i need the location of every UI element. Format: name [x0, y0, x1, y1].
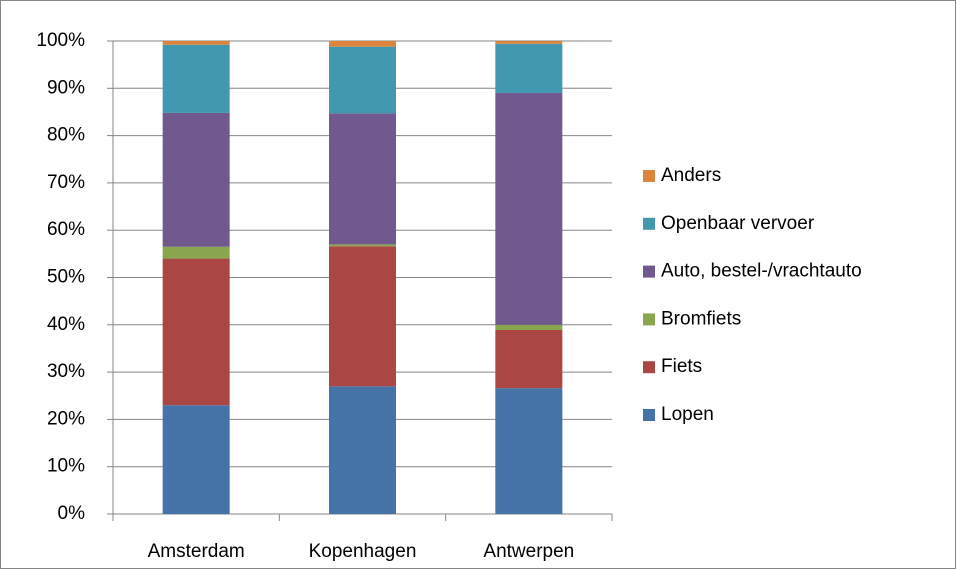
y-tick-label: 70% — [47, 172, 85, 193]
bar-segment — [329, 113, 396, 245]
bar-segment — [329, 244, 396, 247]
y-tick-label: 40% — [47, 314, 85, 335]
legend-label: Auto, bestel-/vrachtauto — [661, 261, 862, 282]
bar-segment — [162, 41, 230, 45]
y-tick-label: 20% — [47, 408, 85, 429]
legend-swatch — [643, 217, 655, 230]
legend-label: Anders — [661, 165, 721, 186]
bar-segment — [162, 246, 230, 259]
y-tick-label: 100% — [36, 30, 85, 51]
y-tick-label: 30% — [47, 361, 85, 382]
legend-swatch — [643, 361, 655, 374]
y-tick-label: 50% — [47, 267, 85, 288]
bar-segment — [495, 324, 563, 331]
legend-swatch — [643, 170, 655, 182]
legend-label: Bromfiets — [661, 308, 741, 329]
bar-segment — [329, 386, 396, 514]
bar-segment — [162, 258, 230, 406]
legend-swatch — [643, 265, 655, 278]
bar-segment — [495, 43, 563, 94]
y-tick-label: 60% — [47, 219, 85, 240]
bar-segment — [329, 41, 396, 47]
legend-label: Fiets — [661, 356, 702, 377]
bar-segment — [495, 388, 563, 514]
legend-label: Lopen — [661, 404, 714, 425]
bar-segment — [162, 44, 230, 113]
bar-segment — [162, 112, 230, 247]
bar-segment — [329, 246, 396, 387]
y-tick-label: 90% — [47, 77, 85, 98]
y-tick-label: 0% — [58, 503, 86, 524]
legend-swatch — [643, 313, 655, 326]
bar-segment — [162, 405, 230, 514]
y-tick-label: 10% — [47, 456, 85, 477]
bar-segment — [495, 330, 563, 389]
bar-segment — [329, 46, 396, 114]
x-tick-label: Antwerpen — [483, 541, 574, 562]
x-tick-label: Amsterdam — [148, 541, 245, 562]
y-tick-label: 80% — [47, 125, 85, 146]
x-tick-label: Kopenhagen — [309, 541, 417, 562]
bar-segment — [495, 41, 563, 44]
legend-swatch — [643, 409, 655, 421]
bar-segment — [495, 93, 563, 325]
legend-label: Openbaar vervoer — [661, 213, 815, 234]
